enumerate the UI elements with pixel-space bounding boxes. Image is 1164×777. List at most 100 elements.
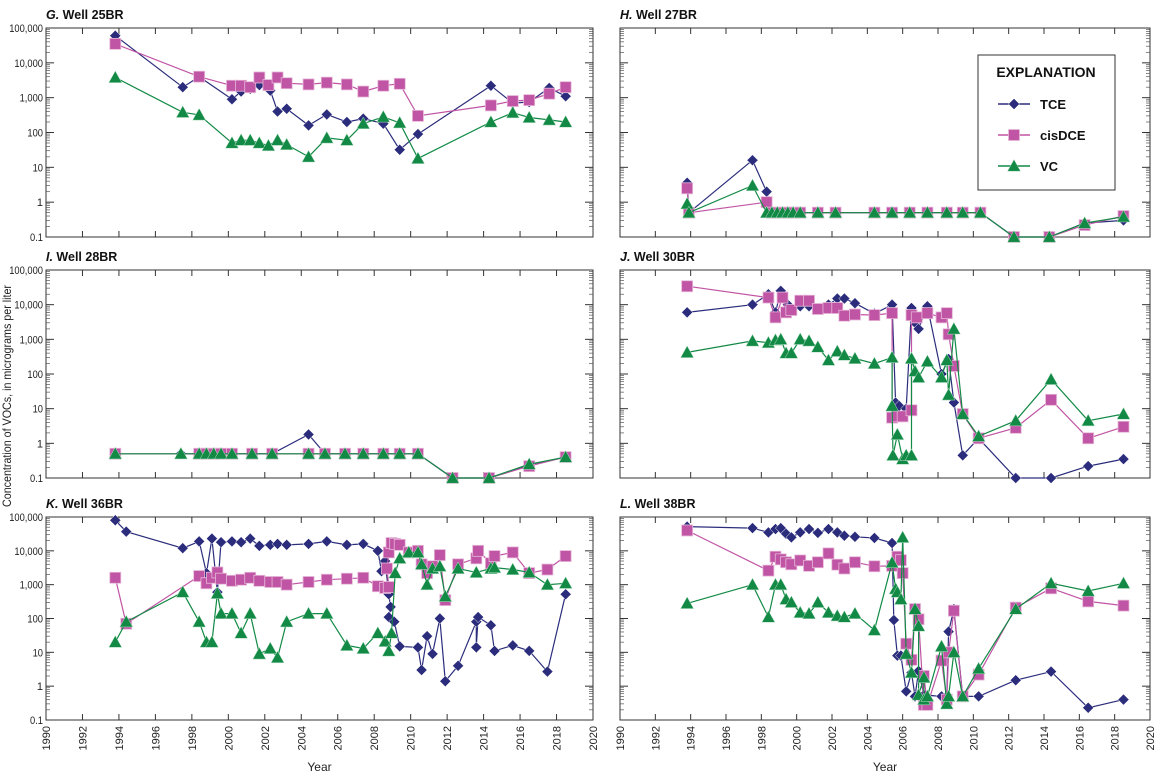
data-point-vc bbox=[401, 545, 416, 558]
x-axis-title: Year bbox=[873, 760, 897, 774]
data-point-vc bbox=[388, 566, 403, 579]
data-point-cisdce bbox=[433, 549, 446, 561]
x-tick-label: 1998 bbox=[187, 726, 199, 750]
data-point-vc bbox=[934, 370, 949, 383]
y-tick-label: 0.1 bbox=[30, 715, 43, 727]
data-point-cisdce bbox=[488, 550, 501, 562]
panel-title: H. Well 27BR bbox=[620, 8, 697, 22]
data-point-vc bbox=[263, 641, 278, 654]
data-point-vc bbox=[370, 626, 385, 639]
data-point-tce bbox=[415, 664, 428, 676]
legend-marker-cisdce bbox=[1008, 129, 1020, 141]
x-tick-label: 2010 bbox=[968, 726, 980, 750]
y-tick-label: 10 bbox=[33, 162, 43, 174]
data-point-tce bbox=[746, 154, 759, 167]
series-vc bbox=[680, 530, 1131, 710]
data-point-vc bbox=[270, 650, 285, 664]
data-point-tce bbox=[887, 614, 900, 626]
data-point-vc bbox=[955, 689, 970, 702]
x-tick-label: 2018 bbox=[1110, 726, 1122, 750]
data-point-cisdce bbox=[948, 604, 960, 617]
data-point-vc bbox=[384, 626, 399, 639]
data-point-vc bbox=[175, 585, 190, 598]
series-vc bbox=[680, 321, 1131, 465]
x-tick-label: 2016 bbox=[1074, 726, 1086, 750]
data-point-tce bbox=[433, 612, 446, 625]
data-point-cisdce bbox=[109, 571, 122, 584]
x-tick-label: 1990 bbox=[41, 726, 53, 750]
data-point-cisdce bbox=[382, 581, 395, 593]
data-point-cisdce bbox=[412, 109, 424, 122]
panel-name: Well 27BR bbox=[633, 8, 697, 22]
data-point-tce bbox=[280, 539, 293, 551]
data-point-vc bbox=[893, 592, 908, 605]
data-point-tce bbox=[421, 630, 433, 643]
data-point-cisdce bbox=[762, 564, 775, 577]
data-point-tce bbox=[942, 625, 955, 638]
y-tick-label: 1,000 bbox=[20, 93, 43, 105]
data-point-cisdce bbox=[1082, 595, 1095, 608]
data-point-vc bbox=[837, 348, 852, 361]
data-point-tce bbox=[357, 538, 370, 550]
data-point-vc bbox=[411, 151, 425, 164]
data-point-vc bbox=[761, 610, 776, 623]
data-point-vc bbox=[411, 545, 425, 558]
data-point-vc bbox=[1007, 229, 1021, 243]
data-point-tce bbox=[794, 526, 807, 539]
data-point-vc bbox=[784, 346, 799, 359]
data-point-vc bbox=[451, 561, 465, 574]
y-tick-label: 1 bbox=[37, 438, 43, 450]
data-point-vc bbox=[784, 595, 799, 608]
data-point-vc bbox=[802, 333, 816, 347]
data-point-cisdce bbox=[849, 308, 861, 321]
series-line-vc bbox=[686, 328, 1124, 461]
data-point-cisdce bbox=[886, 307, 898, 320]
data-point-vc bbox=[204, 635, 219, 648]
legend-label: VC bbox=[1040, 159, 1059, 174]
data-point-vc bbox=[214, 606, 228, 620]
data-point-vc bbox=[270, 133, 285, 146]
x-tick-label: 2000 bbox=[792, 726, 804, 750]
data-point-vc bbox=[319, 130, 334, 144]
data-point-vc bbox=[745, 577, 760, 591]
data-point-vc bbox=[318, 446, 332, 460]
data-point-vc bbox=[911, 618, 926, 632]
data-point-vc bbox=[376, 109, 391, 123]
legend-title: EXPLANATION bbox=[996, 64, 1095, 80]
data-point-vc bbox=[301, 446, 316, 460]
data-point-vc bbox=[941, 689, 956, 702]
data-point-tce bbox=[244, 532, 257, 545]
data-point-tce bbox=[849, 530, 861, 543]
data-point-vc bbox=[793, 605, 808, 618]
panel-letter: L. bbox=[620, 497, 631, 511]
data-point-cisdce bbox=[948, 360, 960, 372]
data-point-vc bbox=[680, 196, 695, 210]
legend: EXPLANATION TCE cisDCE VC bbox=[977, 54, 1116, 191]
data-point-cisdce bbox=[785, 304, 798, 316]
data-point-vc bbox=[810, 205, 825, 219]
series-tce bbox=[109, 29, 572, 156]
data-point-vc bbox=[745, 333, 760, 347]
data-point-vc bbox=[356, 446, 371, 460]
data-point-cisdce bbox=[868, 560, 881, 573]
data-point-tce bbox=[523, 645, 536, 657]
series-cisdce bbox=[109, 37, 572, 122]
data-point-vc bbox=[885, 398, 899, 412]
y-tick-label: 10 bbox=[33, 404, 43, 416]
data-point-vc bbox=[225, 606, 239, 620]
data-point-vc bbox=[445, 470, 460, 484]
data-point-vc bbox=[908, 602, 922, 615]
data-point-cisdce bbox=[1045, 393, 1057, 406]
data-point-tce bbox=[393, 640, 406, 653]
x-tick-label: 2002 bbox=[827, 726, 839, 750]
x-tick-label: 2020 bbox=[588, 726, 600, 750]
data-point-cisdce bbox=[831, 302, 844, 314]
panel-name: Well 25BR bbox=[59, 8, 123, 22]
data-point-tce bbox=[280, 102, 293, 115]
x-tick-label: 2014 bbox=[1039, 726, 1051, 750]
data-point-cisdce bbox=[381, 562, 393, 575]
data-point-vc bbox=[245, 446, 259, 460]
data-point-vc bbox=[392, 115, 407, 129]
data-point-vc bbox=[793, 205, 808, 219]
data-point-cisdce bbox=[1117, 599, 1130, 612]
